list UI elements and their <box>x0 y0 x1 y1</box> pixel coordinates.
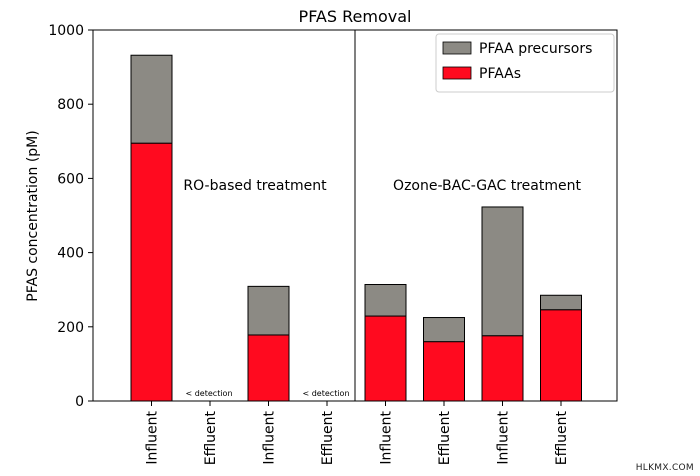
bar-pfaas-6 <box>481 335 524 402</box>
bar-precursors-4 <box>364 284 407 317</box>
legend-swatch-precursors <box>442 41 472 55</box>
y-tick-label-3: 600 <box>57 171 84 187</box>
x-tick-label-1: Effluent <box>203 410 219 465</box>
bar-precursors-0 <box>130 54 173 144</box>
y-tick-label-4: 800 <box>57 97 84 113</box>
legend-label-pfaas: PFAAs <box>479 66 521 82</box>
bar-precursors-5 <box>423 317 465 343</box>
bar-pfaas-5 <box>423 341 465 402</box>
x-tick-label-4: Influent <box>379 410 395 464</box>
x-tick-label-7: Effluent <box>554 410 570 465</box>
legend-label-precursors: PFAA precursors <box>479 41 592 57</box>
plot-frame <box>92 29 618 402</box>
legend: PFAA precursors PFAAs <box>435 33 615 93</box>
x-axis-tick-labels: Influent Effluent Influent Effluent Influent… <box>145 401 570 465</box>
bar-pfaas-0 <box>130 142 173 402</box>
ozone-section-label: Ozone-BAC-GAC treatment <box>393 178 581 194</box>
x-tick-label-5: Effluent <box>437 410 453 465</box>
y-tick-label-5: 1000 <box>48 23 84 39</box>
x-tick-label-0: Influent <box>145 410 161 464</box>
chart-title: PFAS Removal <box>299 7 412 26</box>
below-detection-label-2: < detection <box>302 389 349 398</box>
watermark: HLKMX.COM <box>635 463 694 473</box>
bar-pfaas-2 <box>247 334 290 402</box>
bar-precursors-2 <box>247 285 290 336</box>
y-tick-label-1: 200 <box>57 320 84 336</box>
bar-precursors-6 <box>481 206 524 337</box>
x-tick-label-2: Influent <box>262 410 278 464</box>
x-tick-label-3: Effluent <box>320 410 336 465</box>
legend-swatch-pfaas <box>442 66 472 80</box>
y-axis-label: PFAS concentration (pM) <box>25 130 41 301</box>
y-tick-label-2: 400 <box>57 246 84 262</box>
legend-frame <box>435 33 615 93</box>
bar-pfaas-4 <box>364 315 407 402</box>
y-tick-label-0: 0 <box>75 394 84 410</box>
bar-precursors-7 <box>540 294 582 311</box>
ro-section-label: RO-based treatment <box>183 178 327 194</box>
bars <box>130 54 582 402</box>
bar-pfaas-7 <box>540 309 582 402</box>
x-tick-label-6: Influent <box>496 410 512 464</box>
below-detection-label-1: < detection <box>185 389 232 398</box>
y-axis-ticks: 0 200 400 600 800 1000 <box>48 23 93 410</box>
